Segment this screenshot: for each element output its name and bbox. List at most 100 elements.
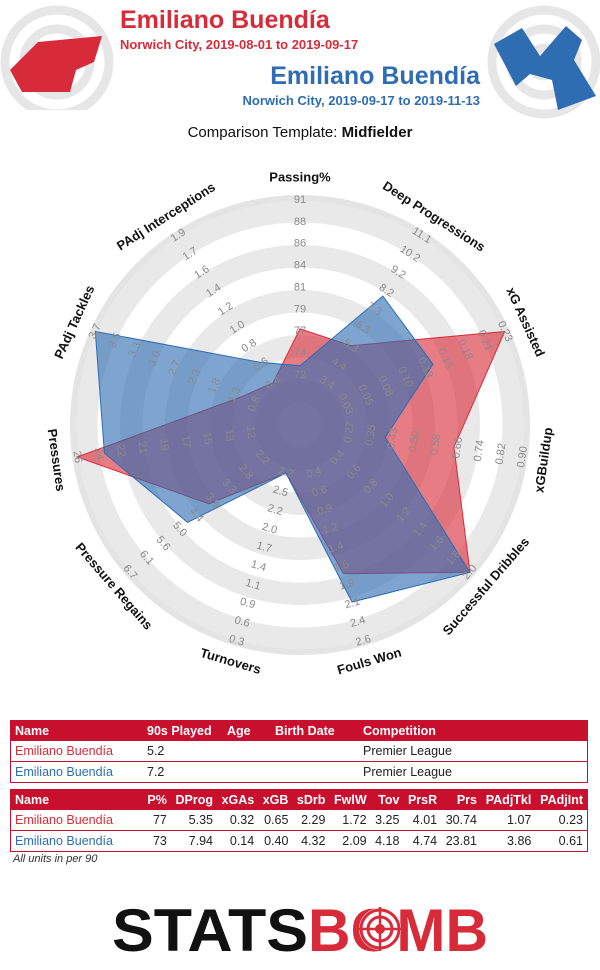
tick-label: 2.3: [186, 368, 203, 387]
tick-label: 1.1: [244, 577, 262, 593]
table-cell: 4.74: [403, 830, 442, 852]
table-cell: [223, 741, 271, 762]
logo-text-stats: STATS: [112, 897, 308, 961]
tick-label: 3.5: [106, 331, 123, 350]
stats-table-header: Name P% DProg xGAs xGB sDrb FwlW Tov Prs…: [10, 789, 588, 810]
tick-label: 0.35: [364, 424, 379, 447]
tick-label: 0.6: [233, 614, 251, 630]
col-header: Prs: [441, 789, 481, 810]
table-cell: 2.09: [329, 830, 371, 852]
tick-label: 12: [244, 425, 258, 439]
table-cell: [271, 741, 359, 762]
player-a-subtitle: Norwich City, 2019-08-01 to 2019-09-17: [120, 37, 359, 52]
axis-label: Passing%: [269, 169, 331, 184]
tick-label: 3.3: [126, 340, 143, 359]
table-cell: [271, 761, 359, 783]
table-cell: 4.01: [403, 810, 442, 831]
axis-label: Pressures: [45, 428, 69, 492]
tick-label: 2.7: [277, 465, 295, 481]
table-cell: 30.74: [441, 810, 481, 831]
table-cell: 1.72: [329, 810, 371, 831]
player-a-title: Emiliano Buendía: [120, 6, 330, 34]
col-header: Birth Date: [271, 720, 359, 741]
table-cell: 77: [143, 810, 171, 831]
tick-label: 17: [179, 435, 193, 449]
tick-label: 2.5: [271, 484, 289, 500]
tick-label: 0.9: [316, 502, 334, 518]
tick-label: 0.8: [246, 395, 263, 414]
tick-label: 0.58: [429, 433, 444, 456]
tick-label: 0.66: [450, 436, 465, 459]
col-header: PAdjInt: [535, 789, 588, 810]
tick-label: 0.3: [228, 633, 246, 649]
radar-outer-ring: [70, 195, 530, 655]
table-cell: 0.14: [216, 830, 259, 852]
table-cell: Premier League: [359, 761, 588, 783]
table-cell: 5.35: [170, 810, 217, 831]
table-cell: 0.65: [258, 810, 293, 831]
col-header: Competition: [359, 720, 588, 741]
radar-icon-red: [0, 5, 114, 110]
table-cell: 73: [143, 830, 171, 852]
tick-label: 77: [294, 325, 306, 337]
tick-label: 26: [71, 450, 85, 464]
axis-label: xGBuildup: [531, 426, 555, 493]
tick-label: 1.7: [255, 540, 273, 556]
tick-label: 79: [294, 303, 306, 315]
info-table: Name 90s Played Age Birth Date Competiti…: [10, 720, 588, 783]
tick-label: 1.4: [249, 558, 267, 574]
tick-label: 84: [294, 260, 306, 272]
tick-label: 1.6: [332, 558, 350, 574]
tick-label: 2.4: [349, 614, 367, 630]
table-cell: 0.23: [535, 810, 588, 831]
tick-label: 1.8: [206, 377, 223, 396]
player-b-title: Emiliano Buendía: [270, 62, 480, 90]
table-cell: 0.61: [535, 830, 588, 852]
tick-label: 22: [114, 444, 128, 458]
radar-chart: 727477798184868891Passing%3.44.45.36.37.…: [45, 169, 556, 677]
template-line: Comparison Template: Midfielder: [0, 124, 600, 141]
tick-label: 15: [200, 431, 214, 445]
table-row: Emiliano Buendía 77 5.35 0.32 0.65 2.29 …: [10, 810, 588, 831]
tick-label: 2.2: [266, 502, 284, 518]
tick-label: 0.74: [472, 439, 487, 462]
tick-label: 2.6: [354, 633, 372, 649]
tick-label: 1.3: [226, 386, 243, 405]
tick-label: 2.1: [343, 596, 361, 612]
template-name: Midfielder: [341, 124, 413, 141]
table-row: Emiliano Buendía 5.2 Premier League: [10, 741, 588, 762]
col-header: PrsR: [403, 789, 442, 810]
table-cell: Emiliano Buendía: [10, 761, 143, 783]
tick-label: 19: [157, 438, 171, 452]
tick-label: 74: [294, 347, 306, 359]
tick-label: 3.7: [87, 322, 104, 341]
table-cell: 0.40: [258, 830, 293, 852]
tick-label: 0.9: [239, 596, 257, 612]
tick-label: 1.2: [321, 521, 339, 537]
tick-label: 1.4: [327, 540, 345, 556]
tick-label: 0.27: [342, 421, 357, 444]
tick-label: 3.0: [146, 349, 163, 368]
tick-label: 88: [294, 216, 306, 228]
tick-label: 72: [294, 369, 306, 381]
tick-label: 0.43: [385, 427, 400, 450]
radar-icon-blue: [487, 5, 600, 119]
tick-label: 2.0: [260, 521, 278, 537]
header: Emiliano Buendía Norwich City, 2019-08-0…: [0, 0, 600, 141]
series-blue-polygon: [94, 295, 471, 603]
tick-label: 91: [294, 194, 306, 206]
table-cell: 4.32: [292, 830, 330, 852]
col-header: P%: [143, 789, 171, 810]
col-header: 90s Played: [143, 720, 223, 741]
table-cell: Premier League: [359, 741, 588, 762]
tick-label: 13: [222, 428, 236, 442]
stats-table: Name P% DProg xGAs xGB sDrb FwlW Tov Prs…: [10, 789, 588, 852]
tick-label: 0.50: [407, 430, 422, 453]
player-b-subtitle: Norwich City, 2019-09-17 to 2019-11-13: [242, 93, 481, 108]
tick-label: 21: [135, 441, 149, 455]
col-header: PAdjTkl: [480, 789, 536, 810]
table-cell: 7.2: [143, 761, 223, 783]
col-header: sDrb: [292, 789, 330, 810]
col-header: xGAs: [216, 789, 259, 810]
info-table-header: Name 90s Played Age Birth Date Competiti…: [10, 720, 588, 741]
